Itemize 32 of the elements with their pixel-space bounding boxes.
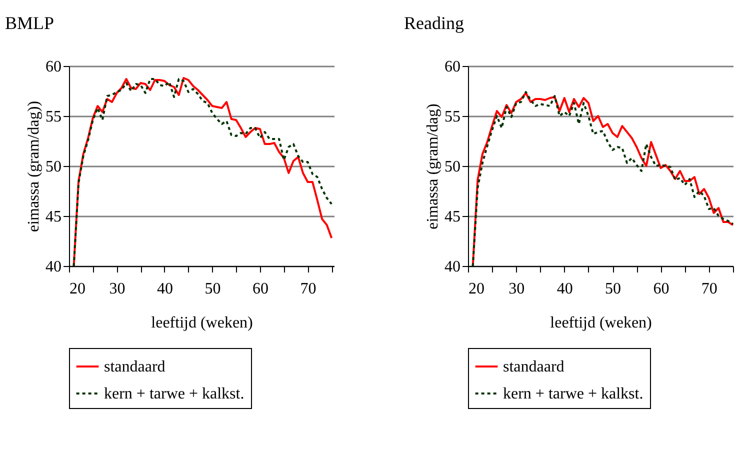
y-tick-label: 40	[46, 258, 62, 276]
x-tick-label: 70	[701, 280, 718, 298]
x-axis-title: leeftijd (weken)	[550, 314, 652, 332]
y-axis-title: eimassa (gram/dag))	[26, 100, 42, 232]
y-tick-label: 45	[46, 208, 62, 226]
legend-label: kern + tarwe + kalkst.	[104, 386, 244, 402]
x-tick-label: 40	[556, 280, 573, 298]
x-tick-label: 60	[653, 280, 670, 298]
chart-title: Reading	[404, 13, 464, 33]
legend-label: kern + tarwe + kalkst.	[503, 386, 644, 402]
y-tick-label: 50	[46, 158, 62, 176]
y-tick-label: 60	[46, 58, 62, 76]
x-axis-title: leeftijd (weken)	[151, 314, 253, 332]
x-tick-label: 50	[605, 280, 622, 298]
y-tick-label: 45	[444, 208, 460, 226]
x-tick-label: 20	[468, 280, 484, 298]
legend-label: standaard	[503, 358, 564, 376]
x-tick-label: 40	[156, 280, 173, 298]
x-tick-label: 20	[70, 280, 86, 298]
y-tick-label: 55	[46, 108, 62, 126]
y-tick-label: 40	[444, 258, 460, 276]
x-tick-label: 30	[508, 280, 525, 298]
x-tick-label: 30	[109, 280, 126, 298]
x-tick-label: 60	[252, 280, 268, 298]
y-tick-label: 50	[444, 158, 460, 176]
y-axis-title: eimassa (gram/dag)	[424, 104, 442, 230]
chart-title: BMLP	[5, 13, 54, 33]
y-tick-label: 55	[444, 108, 460, 126]
y-tick-label: 60	[444, 58, 460, 76]
x-tick-label: 70	[300, 280, 316, 298]
x-tick-label: 50	[204, 280, 221, 298]
legend-label: standaard	[104, 358, 166, 376]
